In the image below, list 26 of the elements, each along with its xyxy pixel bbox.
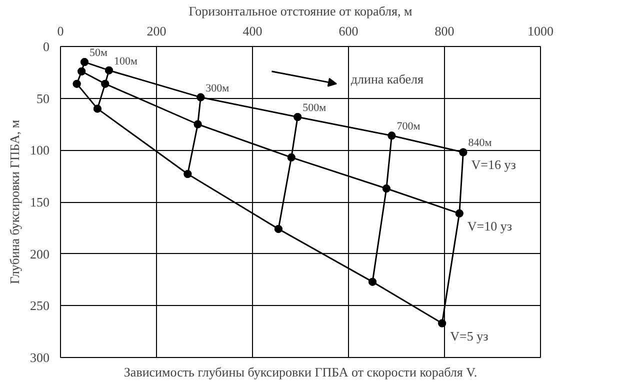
x-tick-label: 400 (242, 24, 262, 38)
x-axis-title: Горизонтальное отстояние от корабля, м (188, 4, 412, 18)
y-axis-title: Глубина буксировки ГПБА, м (7, 120, 22, 284)
y-tick-label: 300 (30, 350, 50, 365)
annotation: 300м (206, 82, 230, 94)
x-tick-label: 600 (338, 24, 358, 38)
text: Зависимость глубины буксировки ГПБА от скорости корабля V. (124, 364, 478, 380)
series-label: V=10 уз (467, 218, 512, 234)
annotation: длина кабеля (350, 72, 424, 87)
annotation: 840м (468, 137, 492, 150)
y-tick-label: 200 (30, 246, 50, 262)
y-tick-label: 100 (30, 142, 50, 158)
annotation: 700м (396, 120, 420, 133)
y-tick-label: 150 (30, 194, 50, 210)
x-tick-label: 800 (434, 24, 454, 38)
x-tick-label: 0 (57, 24, 64, 38)
annotation: 100м (114, 55, 138, 68)
y-tick-label: 250 (30, 298, 50, 314)
annotation: 500м (302, 102, 326, 114)
y-tick-label: 0 (43, 39, 50, 54)
x-tick-label: 1000 (528, 24, 554, 38)
series-label: V=5 уз (450, 328, 488, 344)
y-tick-label: 50 (36, 90, 50, 106)
annotation: 50м (90, 47, 108, 60)
series-label: V=16 уз (471, 157, 516, 172)
x-tick-label: 200 (146, 24, 166, 38)
